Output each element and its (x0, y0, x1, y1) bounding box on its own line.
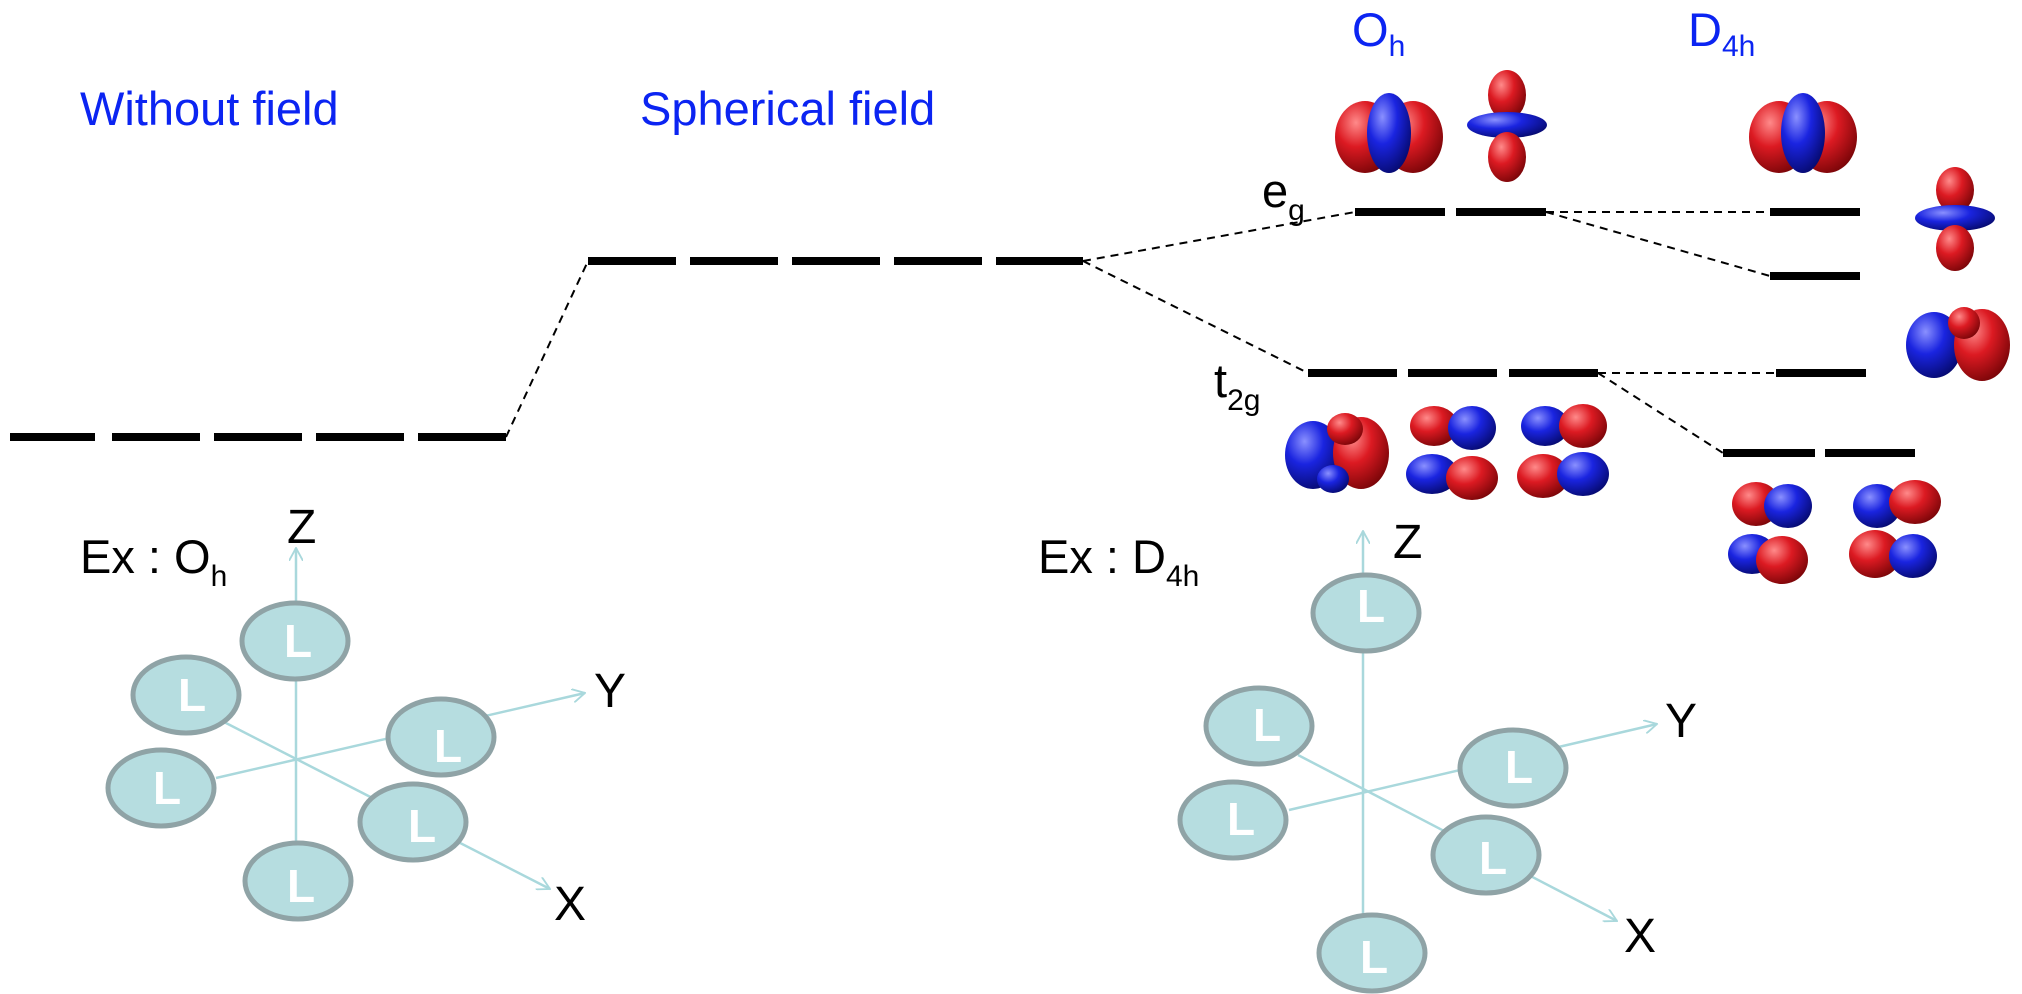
svg-text:L: L (408, 800, 436, 852)
d4h-z-label: Z (1393, 516, 1422, 569)
connectors (505, 211, 1776, 454)
connector-free-sph (505, 260, 589, 438)
title-oh-main: O (1352, 3, 1389, 56)
d4h-ligand-bottom: L (1316, 912, 1428, 994)
example-oh-prefix: Ex : O (80, 530, 211, 583)
d4h-geometry: Z Y X L L L L L L (1177, 516, 1697, 994)
orbital-dyz-d4h (1849, 480, 1941, 578)
label-eg-main: e (1262, 164, 1288, 217)
label-t2g: t2g (1214, 354, 1260, 417)
connector-sph-t2g (1082, 260, 1309, 374)
example-d4h-prefix: Ex : D (1038, 530, 1166, 583)
svg-text:L: L (178, 669, 206, 721)
example-d4h-label: Ex : D4h (1038, 530, 1199, 593)
title-d4h-sub: 4h (1722, 30, 1755, 63)
svg-text:L: L (284, 615, 312, 667)
title-oh-sub: h (1389, 30, 1406, 63)
oh-ligand-bottom: L (242, 840, 354, 922)
svg-text:eg: eg (1262, 164, 1305, 227)
svg-text:L: L (153, 762, 181, 814)
svg-text:Ex : D4h: Ex : D4h (1038, 530, 1199, 593)
oh-geometry: Z Y X L L L L L L (105, 501, 626, 931)
label-t2g-sub: 2g (1227, 384, 1260, 417)
levels-d4h (1723, 208, 1915, 457)
svg-text:Ex : Oh: Ex : Oh (80, 530, 227, 593)
d4h-ligand-left: L (1177, 779, 1289, 861)
d4h-ligand-front: L (1430, 814, 1542, 896)
oh-x-label: X (554, 878, 586, 931)
svg-text:L: L (1479, 832, 1507, 884)
oh-ligand-upper-left: L (130, 654, 242, 736)
d4h-ligand-right: L (1457, 727, 1569, 809)
connector-eg-d4h-2 (1545, 211, 1771, 277)
example-d4h-sub: 4h (1166, 560, 1199, 593)
title-oh: Oh (1352, 3, 1405, 63)
orbital-dxy-oh (1285, 413, 1389, 493)
example-oh-sub: h (211, 560, 228, 593)
d4h-x-label: X (1624, 910, 1656, 963)
d4h-ligand-upper-left: L (1203, 685, 1315, 767)
connector-t2g-d4h-4 (1597, 372, 1724, 454)
oh-y-label: Y (594, 665, 626, 718)
title-d4h: D4h (1688, 3, 1755, 63)
svg-text:D4h: D4h (1688, 3, 1755, 63)
orbital-dxy-d4h (1906, 307, 2010, 381)
svg-text:L: L (287, 860, 315, 912)
title-spherical-field: Spherical field (640, 82, 935, 135)
orbital-dz2-d4h (1915, 167, 1995, 271)
orbital-dxz-oh (1406, 406, 1498, 500)
orbital-dx2y2-oh (1335, 93, 1443, 173)
svg-text:Oh: Oh (1352, 3, 1405, 63)
d4h-y-label: Y (1665, 695, 1697, 748)
connector-sph-eg (1082, 211, 1356, 262)
svg-text:L: L (1505, 741, 1533, 793)
svg-text:t2g: t2g (1214, 354, 1260, 417)
d4h-ligand-top: L (1310, 572, 1422, 654)
orbital-dx2y2-d4h (1749, 93, 1857, 173)
levels-oh (1308, 208, 1598, 377)
svg-text:L: L (434, 720, 462, 772)
orbital-dxz-d4h (1728, 482, 1812, 584)
label-eg-sub: g (1288, 194, 1305, 227)
orbital-dyz-oh (1517, 404, 1609, 498)
oh-ligand-front: L (357, 781, 469, 863)
oh-ligand-right: L (385, 696, 497, 778)
title-d4h-main: D (1688, 3, 1722, 56)
svg-text:L: L (1227, 793, 1255, 845)
orbital-dz2-oh (1467, 70, 1547, 182)
title-without-field: Without field (80, 82, 339, 135)
svg-text:L: L (1360, 931, 1388, 983)
oh-z-label: Z (287, 501, 316, 554)
svg-text:L: L (1253, 699, 1281, 751)
label-t2g-main: t (1214, 354, 1227, 407)
label-eg: eg (1262, 164, 1305, 227)
svg-text:L: L (1357, 580, 1385, 632)
oh-ligand-left: L (105, 747, 217, 829)
oh-ligand-top: L (239, 600, 351, 682)
example-oh-label: Ex : Oh (80, 530, 227, 593)
